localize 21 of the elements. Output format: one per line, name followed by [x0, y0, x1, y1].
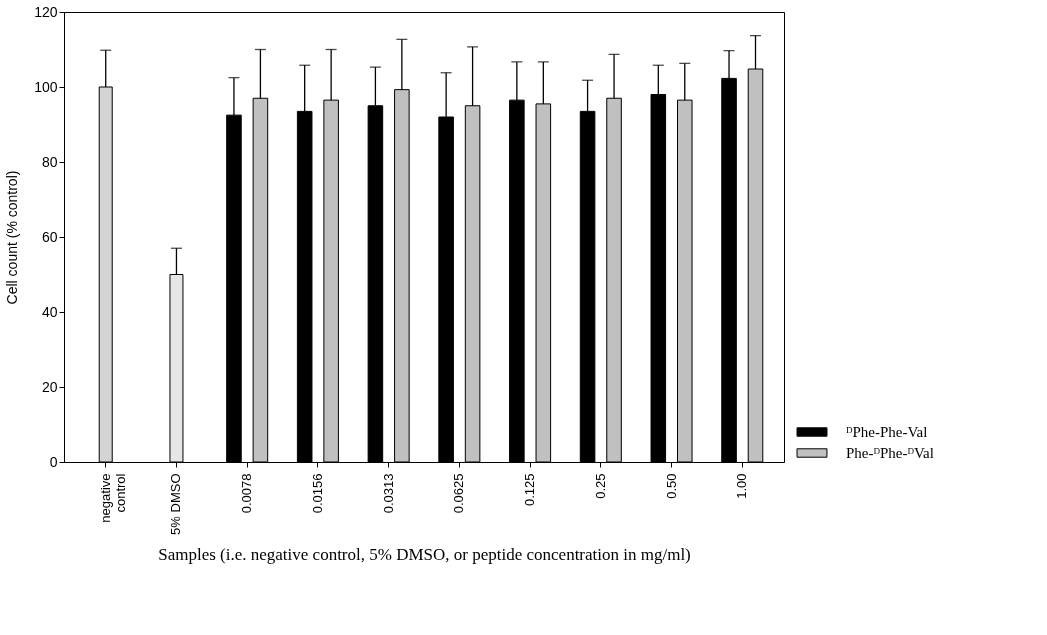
y-tick-label: 80 — [41, 153, 58, 170]
legend-label: ᴰPhe-Phe-Val — [846, 424, 928, 440]
legend-label: Phe-ᴰPhe-ᴰVal — [846, 445, 934, 461]
x-tick-label: 0.125 — [522, 473, 538, 507]
x-tick-label: 0.0156 — [309, 473, 325, 514]
x-tick-label: 0.0078 — [239, 473, 255, 514]
x-tick-label: 5% DMSO — [168, 473, 184, 535]
x-tick-label: negative control — [97, 473, 128, 523]
y-tick-label: 40 — [41, 303, 58, 320]
x-tick-label: 0.0313 — [380, 473, 396, 514]
y-axis-title: Cell count (% control) — [4, 170, 21, 305]
x-tick-label: 0.0625 — [451, 473, 467, 514]
y-tick-label: 20 — [41, 378, 58, 395]
y-tick-label: 100 — [34, 78, 58, 95]
y-tick-label: 0 — [49, 453, 58, 470]
y-tick-label: 60 — [41, 228, 58, 245]
y-tick-label: 120 — [34, 3, 58, 20]
x-tick-label: 1.00 — [734, 473, 750, 499]
x-axis-title: Samples (i.e. negative control, 5% DMSO, or peptide concentration in mg/ml) — [158, 544, 691, 564]
x-tick-label: 0.50 — [663, 473, 679, 499]
x-tick-label: 0.25 — [592, 473, 608, 499]
